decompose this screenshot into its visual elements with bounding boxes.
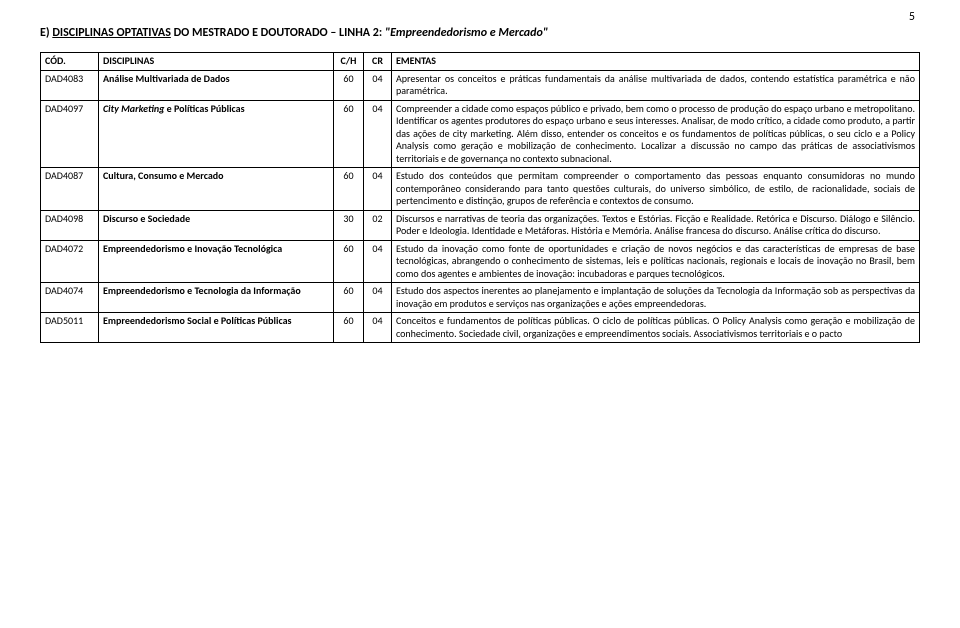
- header-cr: CR: [364, 53, 392, 71]
- section-title-quoted: "Empreendedorismo e Mercado": [385, 26, 548, 40]
- cell-ementa: Estudo da inovação como fonte de oportun…: [392, 240, 920, 283]
- cell-disc-rest: e Políticas Públicas: [164, 102, 244, 115]
- section-title-rest: DO MESTRADO E DOUTORADO – LINHA 2:: [171, 26, 385, 40]
- table-row: DAD4098 Discurso e Sociedade 30 02 Discu…: [41, 210, 920, 240]
- cell-ch: 60: [334, 240, 364, 283]
- cell-disc-italic: City Marketing: [103, 102, 164, 115]
- section-title-prefix: E): [40, 26, 52, 40]
- cell-disc: Empreendedorismo e Inovação Tecnológica: [99, 240, 334, 283]
- cell-cr: 02: [364, 210, 392, 240]
- section-title: E) DISCIPLINAS OPTATIVAS DO MESTRADO E D…: [40, 26, 920, 40]
- cell-cod: DAD4098: [41, 210, 99, 240]
- cell-disc: Cultura, Consumo e Mercado: [99, 168, 334, 211]
- table-row: DAD5011 Empreendedorismo Social e Políti…: [41, 313, 920, 343]
- cell-cr: 04: [364, 70, 392, 100]
- cell-cod: DAD4072: [41, 240, 99, 283]
- cell-ch: 60: [334, 313, 364, 343]
- cell-cr: 04: [364, 240, 392, 283]
- header-ementas: EMENTAS: [392, 53, 920, 71]
- cell-ementa: Compreender a cidade como espaços públic…: [392, 100, 920, 168]
- cell-ch: 60: [334, 100, 364, 168]
- cell-ch: 30: [334, 210, 364, 240]
- cell-cod: DAD4087: [41, 168, 99, 211]
- cell-cr: 04: [364, 283, 392, 313]
- header-disciplinas: DISCIPLINAS: [99, 53, 334, 71]
- cell-cod: DAD5011: [41, 313, 99, 343]
- cell-cod: DAD4097: [41, 100, 99, 168]
- cell-ementa: Estudo dos aspectos inerentes ao planeja…: [392, 283, 920, 313]
- cell-cr: 04: [364, 313, 392, 343]
- table-row: DAD4083 Análise Multivariada de Dados 60…: [41, 70, 920, 100]
- cell-disc: Discurso e Sociedade: [99, 210, 334, 240]
- cell-cod: DAD4083: [41, 70, 99, 100]
- table-header-row: CÓD. DISCIPLINAS C/H CR EMENTAS: [41, 53, 920, 71]
- cell-cod: DAD4074: [41, 283, 99, 313]
- table-row: DAD4072 Empreendedorismo e Inovação Tecn…: [41, 240, 920, 283]
- table-row: DAD4074 Empreendedorismo e Tecnologia da…: [41, 283, 920, 313]
- cell-ch: 60: [334, 283, 364, 313]
- cell-ementa: Conceitos e fundamentos de políticas púb…: [392, 313, 920, 343]
- page-number: 5: [909, 10, 915, 24]
- cell-disc: City Marketing e Políticas Públicas: [99, 100, 334, 168]
- cell-disc: Empreendedorismo e Tecnologia da Informa…: [99, 283, 334, 313]
- cell-ch: 60: [334, 70, 364, 100]
- cell-ch: 60: [334, 168, 364, 211]
- header-ch: C/H: [334, 53, 364, 71]
- cell-ementa: Estudo dos conteúdos que permitam compre…: [392, 168, 920, 211]
- cell-cr: 04: [364, 168, 392, 211]
- header-cod: CÓD.: [41, 53, 99, 71]
- table-row: DAD4087 Cultura, Consumo e Mercado 60 04…: [41, 168, 920, 211]
- disciplines-table: CÓD. DISCIPLINAS C/H CR EMENTAS DAD4083 …: [40, 52, 920, 343]
- cell-cr: 04: [364, 100, 392, 168]
- cell-disc: Análise Multivariada de Dados: [99, 70, 334, 100]
- cell-ementa: Apresentar os conceitos e práticas funda…: [392, 70, 920, 100]
- cell-ementa: Discursos e narrativas de teoria das org…: [392, 210, 920, 240]
- cell-disc: Empreendedorismo Social e Políticas Públ…: [99, 313, 334, 343]
- section-title-underlined: DISCIPLINAS OPTATIVAS: [52, 26, 171, 40]
- table-row: DAD4097 City Marketing e Políticas Públi…: [41, 100, 920, 168]
